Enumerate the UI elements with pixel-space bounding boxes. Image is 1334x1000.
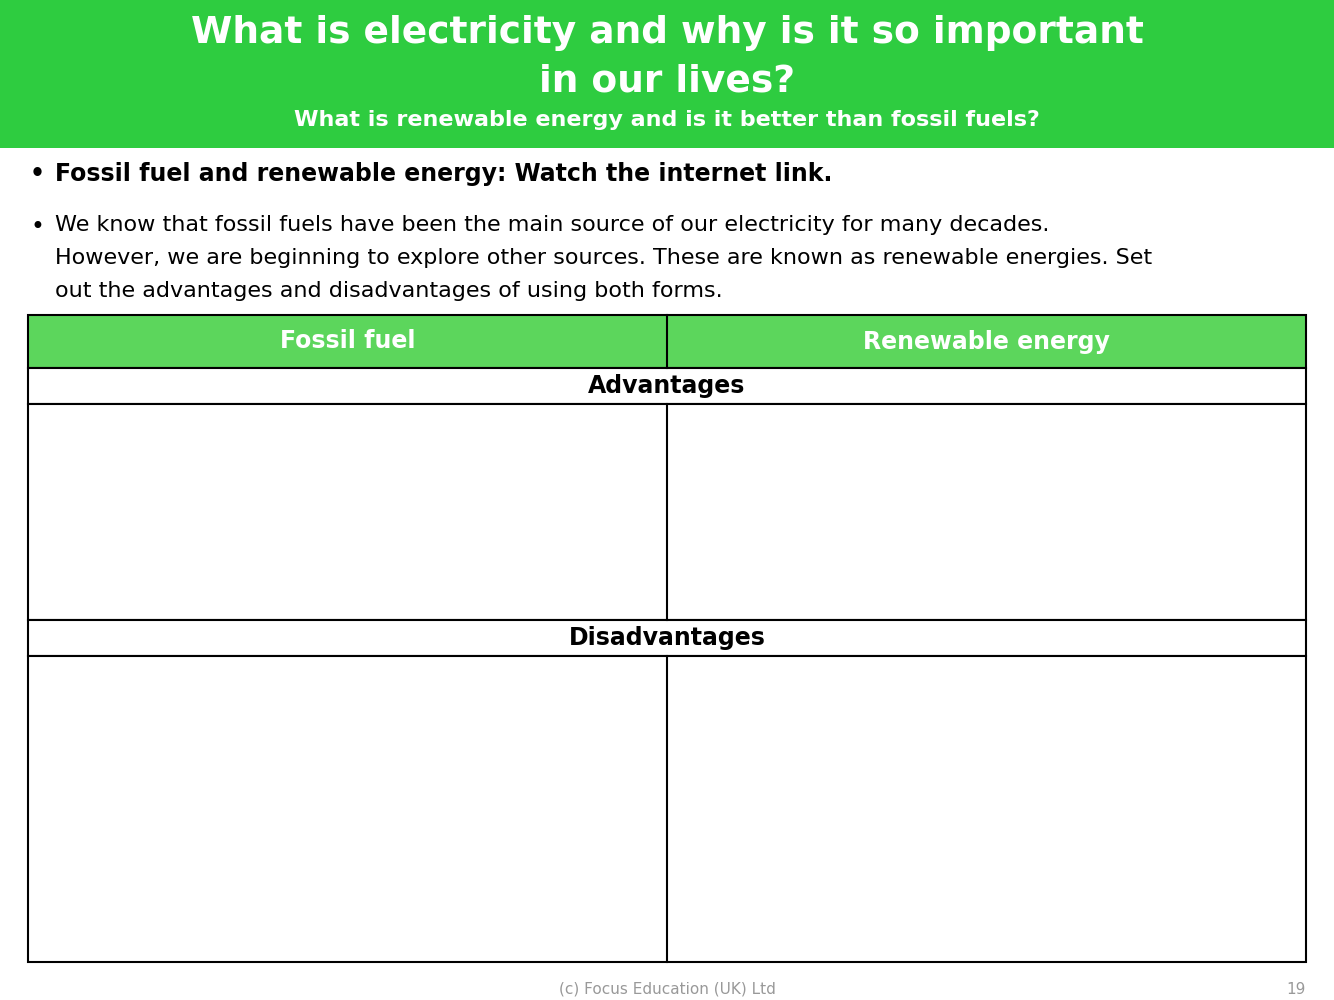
Text: What is electricity and why is it so important: What is electricity and why is it so imp…	[191, 15, 1143, 51]
Text: Advantages: Advantages	[588, 374, 746, 398]
Bar	[28, 404, 1306, 620]
Bar	[0, 0, 1334, 148]
Bar	[28, 656, 1306, 962]
Text: Fossil fuel and renewable energy: Watch the internet link.: Fossil fuel and renewable energy: Watch …	[55, 162, 832, 186]
Bar	[28, 620, 1306, 656]
Text: Renewable energy: Renewable energy	[863, 330, 1110, 354]
Text: in our lives?: in our lives?	[539, 63, 795, 99]
Bar	[28, 368, 1306, 404]
Text: •: •	[29, 215, 44, 239]
Text: •: •	[29, 162, 45, 186]
Text: Fossil fuel: Fossil fuel	[280, 330, 415, 354]
Text: What is renewable energy and is it better than fossil fuels?: What is renewable energy and is it bette…	[293, 110, 1041, 130]
Text: out the advantages and disadvantages of using both forms.: out the advantages and disadvantages of …	[55, 281, 723, 301]
Text: Disadvantages: Disadvantages	[568, 626, 766, 650]
Text: 19: 19	[1286, 982, 1306, 997]
Bar	[28, 315, 1306, 368]
Text: We know that fossil fuels have been the main source of our electricity for many : We know that fossil fuels have been the …	[55, 215, 1050, 235]
Text: However, we are beginning to explore other sources. These are known as renewable: However, we are beginning to explore oth…	[55, 248, 1153, 268]
Text: (c) Focus Education (UK) Ltd: (c) Focus Education (UK) Ltd	[559, 982, 775, 997]
